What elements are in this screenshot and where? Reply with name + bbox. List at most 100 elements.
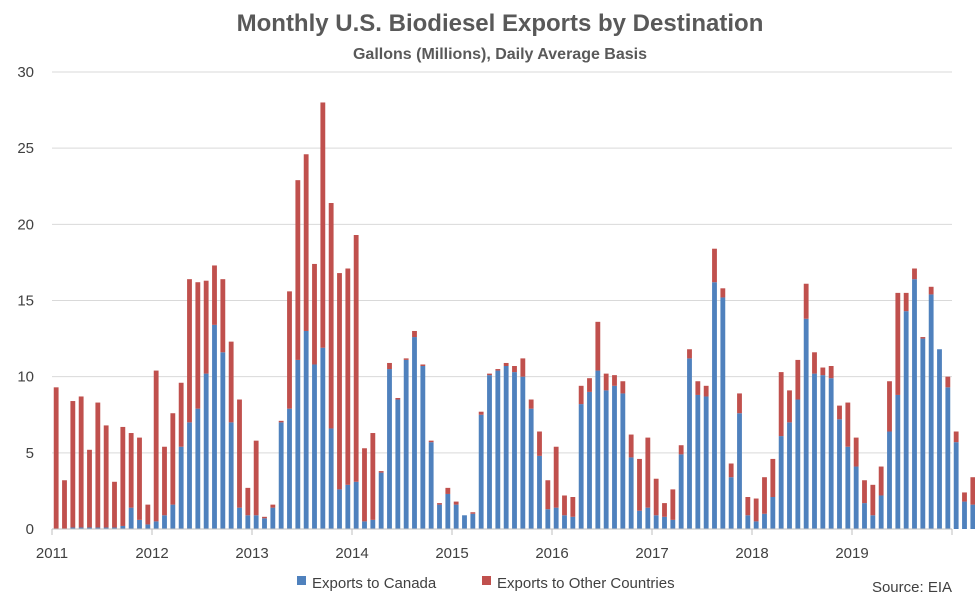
bar-segment-canada [820,375,826,529]
bar-segment-canada [895,394,901,529]
source-note: Source: EIA [872,579,952,596]
bar-segment-other [737,393,742,414]
bar-segment-other [953,431,959,443]
bar-segment-other [645,437,651,508]
bar-segment-canada [937,349,942,529]
bar-segment-canada [270,507,276,529]
bar-segment-canada [362,521,367,529]
bar-segment-canada [70,527,76,529]
bar-segment-other [228,341,234,423]
bar-segment-canada [687,358,692,529]
bar-segment-canada [520,376,526,529]
legend-label-other: Exports to Other Countries [497,575,675,592]
bar-segment-other [478,411,484,415]
bar-segment-other [537,431,542,456]
bar-segment-canada [728,477,734,529]
bar-segment-canada [487,375,492,529]
bar-segment-other [853,437,859,467]
bar-segment-other [287,291,292,409]
bar-segment-other [212,265,217,325]
bar-segment-canada [78,527,84,529]
bar-segment-other [553,446,559,508]
bar-segment-other [128,433,134,508]
bar-segment-other [862,480,867,504]
bar-segment-canada [495,370,501,529]
bar-segment-other [237,399,242,508]
bar-segment-other [470,512,476,514]
bar-segment-other [578,385,584,405]
bar-segment-other [887,381,892,432]
bar-segment-other [170,413,176,505]
bar-segment-other [728,463,734,478]
bar-segment-canada [670,519,676,529]
bar-segment-canada [887,431,892,529]
bar-segment-other [295,180,301,360]
bar-segment-canada [862,503,867,529]
bar-segment-canada [787,422,792,529]
bar-segment-canada [412,337,417,529]
legend-label-canada: Exports to Canada [312,575,437,592]
bar-segment-other [270,504,276,508]
x-tick-label: 2012 [135,545,168,562]
bar-segment-canada [337,489,342,529]
bar-segment-other [570,497,576,517]
bar-segment-canada [95,527,101,529]
bars [53,102,975,529]
bar-segment-other [445,487,451,494]
bar-segment-canada [453,504,459,529]
bar-segment-canada [345,484,351,529]
bar-segment-other [387,362,392,370]
bar-segment-other [412,330,417,338]
legend-swatch-other [482,576,491,585]
bar-segment-canada [320,347,326,529]
bar-segment-other [53,387,59,529]
bar-segment-canada [145,524,151,529]
bar-segment-other [545,480,551,510]
bar-segment-other [528,399,534,409]
bar-segment-canada [470,513,476,529]
bar-segment-canada [562,515,567,529]
bar-segment-canada [478,414,484,529]
bar-segment-other [945,376,951,388]
bar-segment-canada [762,513,767,529]
bar-segment-canada [420,366,426,529]
bar-segment-other [912,268,917,280]
bar-segment-other [620,381,626,394]
bar-segment-other [678,445,684,455]
bar-segment-other [312,263,317,365]
bar-segment-canada [795,399,801,529]
x-tick-label: 2015 [435,545,468,562]
bar-segment-other [812,352,817,374]
bar-segment-other [820,367,826,376]
bar-segment-canada [295,359,301,529]
legend: Exports to Canada Exports to Other Count… [297,575,675,592]
bar-segment-canada [845,446,851,529]
bar-segment-other [187,279,192,423]
bar-segment-other [653,478,659,516]
bar-segment-canada [695,394,701,529]
bar-segment-other [303,154,309,331]
bar-segment-other [112,481,117,528]
bar-segment-other [203,280,209,374]
bar-segment-canada [120,525,126,529]
bar-segment-other [603,373,609,391]
bar-segment-canada [878,495,884,529]
legend-swatch-canada [297,576,306,585]
bar-segment-canada [662,516,667,529]
bar-segment-other [970,477,975,505]
bar-segment-other [562,495,567,516]
bar-segment-canada [553,507,559,529]
bar-segment-canada [620,393,626,529]
bar-segment-other [195,282,201,409]
bar-segment-canada [837,419,842,529]
bar-segment-canada [603,390,609,529]
bar-segment-other [320,102,326,348]
bar-segment-canada [162,515,167,529]
bar-segment-canada [803,318,809,529]
bar-segment-canada [228,422,234,529]
bar-segment-other [162,446,167,516]
bar-segment-canada [595,370,601,529]
bar-segment-other [503,362,509,367]
bar-segment-other [703,385,709,397]
x-tick-label: 2017 [635,545,668,562]
